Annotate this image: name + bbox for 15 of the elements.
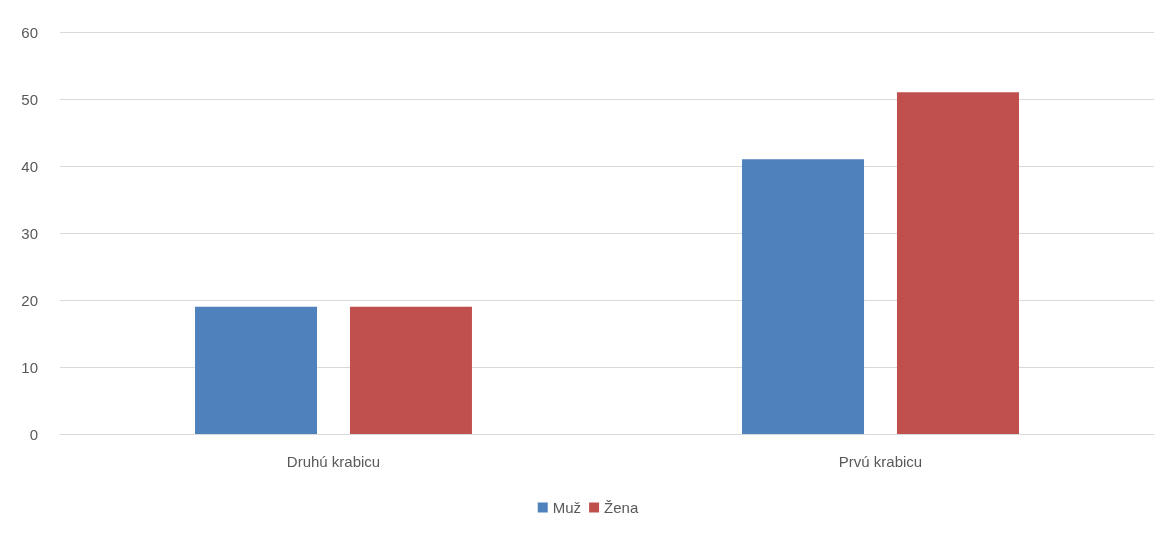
bar [349, 306, 472, 434]
y-tick-label: 40 [21, 157, 38, 175]
legend-label: Muž [552, 499, 582, 516]
y-tick-label: 30 [21, 224, 38, 242]
y-tick-label: 60 [21, 23, 38, 41]
y-tick-label: 10 [21, 358, 38, 376]
y-tick-label: 20 [21, 291, 38, 309]
bar [896, 92, 1019, 434]
legend-label: Žena [604, 499, 639, 516]
x-tick-label: Prvú krabicu [838, 453, 923, 470]
bar [195, 306, 318, 434]
y-tick-label: 50 [21, 90, 38, 108]
y-tick-label: 0 [29, 425, 38, 443]
x-tick-label: Druhú krabicu [286, 453, 381, 470]
bar [742, 159, 865, 434]
